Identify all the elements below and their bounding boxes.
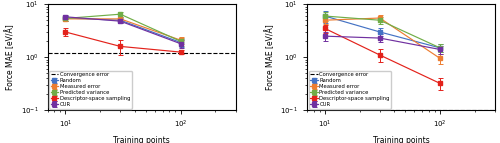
- Legend: Convergence error, Random, Measured error, Predicted variance, Descriptor-space : Convergence error, Random, Measured erro…: [49, 71, 132, 109]
- X-axis label: Training points: Training points: [113, 136, 170, 143]
- X-axis label: Training points: Training points: [372, 136, 430, 143]
- Y-axis label: Force MAE [eV/Å]: Force MAE [eV/Å]: [265, 24, 274, 90]
- Y-axis label: Force MAE [eV/Å]: Force MAE [eV/Å]: [6, 24, 15, 90]
- Legend: Convergence error, Random, Measured error, Predicted variance, Descriptor-space : Convergence error, Random, Measured erro…: [308, 71, 392, 109]
